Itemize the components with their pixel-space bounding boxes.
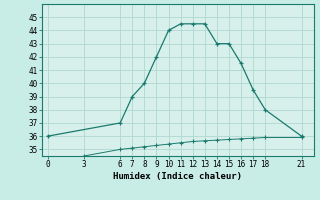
X-axis label: Humidex (Indice chaleur): Humidex (Indice chaleur) bbox=[113, 172, 242, 181]
